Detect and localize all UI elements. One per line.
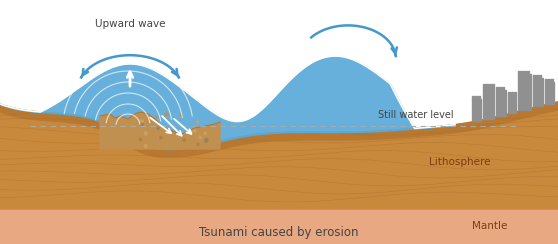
Circle shape — [184, 132, 186, 134]
Circle shape — [197, 143, 199, 146]
Bar — [536, 75, 538, 79]
Bar — [496, 87, 498, 90]
Bar — [472, 99, 481, 121]
Circle shape — [144, 132, 147, 135]
Bar — [492, 84, 494, 87]
Bar — [508, 92, 510, 95]
Bar — [499, 87, 501, 90]
Polygon shape — [0, 102, 558, 209]
Polygon shape — [100, 112, 220, 149]
Circle shape — [189, 133, 192, 135]
Bar — [533, 79, 543, 106]
Bar — [514, 92, 516, 95]
Text: Mantle: Mantle — [472, 221, 508, 231]
Bar — [475, 96, 477, 99]
Circle shape — [194, 129, 196, 132]
Polygon shape — [0, 209, 558, 244]
Bar — [518, 71, 520, 74]
Circle shape — [203, 138, 206, 142]
Circle shape — [188, 130, 192, 134]
Circle shape — [199, 136, 201, 139]
Bar — [511, 92, 513, 95]
Circle shape — [205, 140, 208, 142]
Bar — [545, 79, 547, 82]
Circle shape — [197, 121, 199, 123]
Circle shape — [205, 139, 208, 141]
Bar — [483, 84, 485, 87]
Circle shape — [165, 113, 168, 116]
Circle shape — [168, 137, 170, 139]
Circle shape — [160, 137, 162, 139]
Circle shape — [204, 132, 206, 134]
Bar — [524, 71, 526, 74]
Bar — [551, 79, 553, 82]
Bar — [486, 84, 488, 87]
Circle shape — [183, 139, 185, 141]
Circle shape — [139, 138, 142, 141]
Bar — [545, 82, 554, 104]
Text: Lithosphere: Lithosphere — [429, 157, 490, 167]
Circle shape — [145, 145, 147, 148]
Circle shape — [141, 123, 143, 126]
Bar — [483, 87, 494, 119]
Bar — [496, 90, 506, 116]
Bar — [539, 75, 541, 79]
Polygon shape — [0, 102, 558, 157]
Circle shape — [180, 114, 182, 117]
Bar — [521, 71, 523, 74]
Text: Tsunami caused by erosion: Tsunami caused by erosion — [199, 226, 359, 239]
Bar — [472, 96, 474, 99]
Text: Upward wave: Upward wave — [95, 19, 165, 29]
Bar — [548, 79, 550, 82]
Bar — [478, 96, 480, 99]
Text: Still water level: Still water level — [378, 110, 454, 120]
Bar — [527, 71, 529, 74]
Bar — [489, 84, 491, 87]
Circle shape — [140, 120, 142, 123]
Bar — [508, 95, 516, 113]
Bar — [502, 87, 504, 90]
Circle shape — [157, 127, 159, 129]
Circle shape — [183, 135, 186, 137]
Bar — [518, 74, 531, 110]
Circle shape — [156, 116, 157, 118]
Bar — [533, 75, 535, 79]
Circle shape — [141, 120, 143, 122]
